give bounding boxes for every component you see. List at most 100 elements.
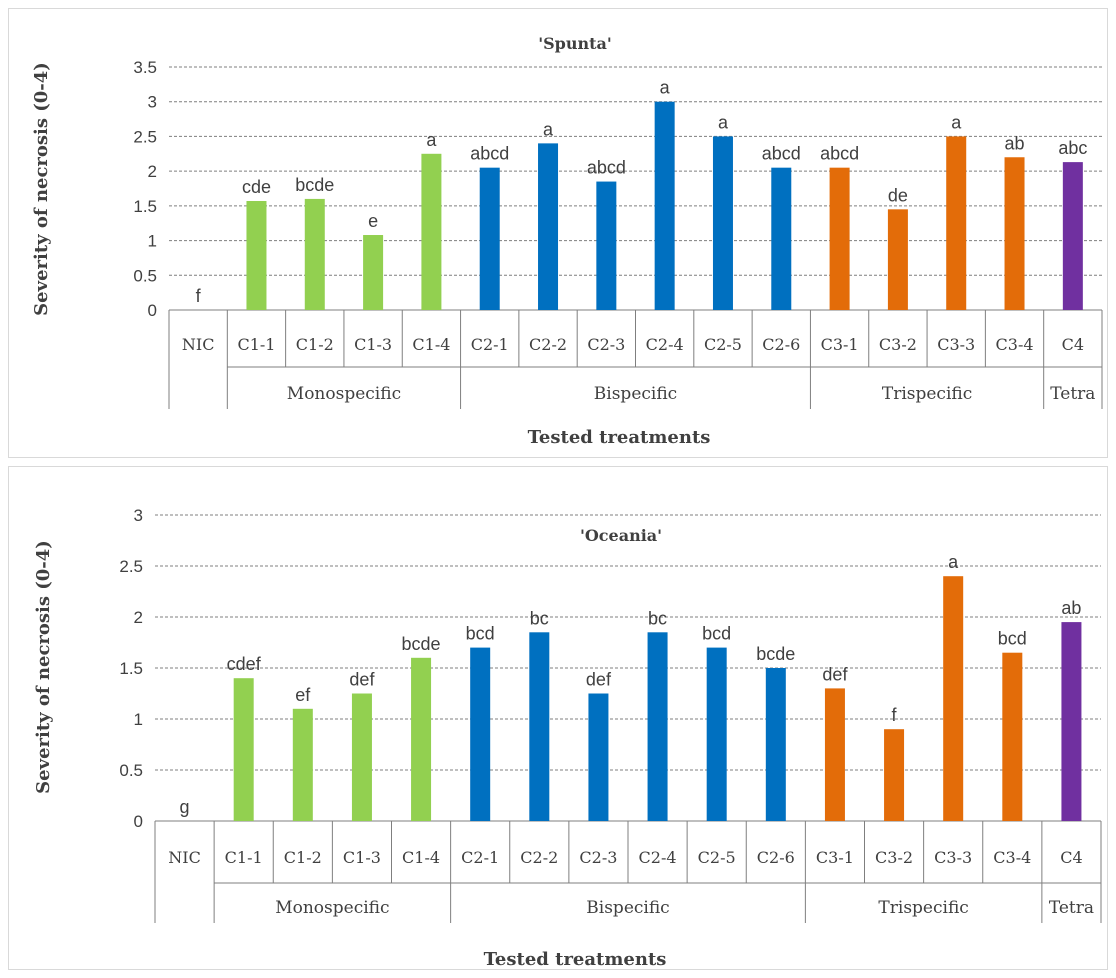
x-tick-label: C3-1: [816, 848, 854, 867]
x-tick-label: C3-2: [879, 335, 917, 354]
significance-letter: abcd: [820, 144, 859, 164]
x-tick-label: C2-3: [587, 335, 625, 354]
y-tick-label: 0: [134, 812, 143, 831]
bar-c2-1: [479, 167, 500, 310]
x-tick-label: C1-4: [412, 335, 450, 354]
significance-letter: e: [368, 211, 378, 231]
significance-letter: abcd: [470, 144, 509, 164]
y-tick-label: 2.5: [133, 127, 157, 146]
bar-c3-2: [884, 729, 905, 821]
bar-c2-3: [588, 693, 609, 821]
significance-letter: abcd: [587, 158, 626, 178]
significance-letter: f: [892, 705, 898, 725]
group-label: Bispecific: [594, 384, 677, 404]
y-axis-label: Severity of necrosis (0-4): [31, 62, 52, 316]
x-tick-label: C2-4: [639, 848, 677, 867]
bar-c3-1: [824, 688, 845, 821]
chart-panel-spunta: 0 0.5 1 1.5 2 2.5 3 3.5 f NIC cde C1-1 bcde C1-2 e C1-3…: [8, 8, 1108, 458]
x-tick-label: C2-5: [698, 848, 736, 867]
bar-c2-1: [470, 647, 491, 821]
significance-letter: a: [718, 112, 729, 132]
significance-letter: abcd: [762, 144, 801, 164]
bar-c2-4: [654, 101, 675, 310]
bar-c1-2: [292, 708, 313, 821]
bar-c3-4: [1002, 652, 1023, 821]
group-label: Tetra: [1050, 384, 1095, 404]
y-tick-label: 1.5: [119, 659, 143, 678]
y-tick-label: 1: [148, 232, 157, 251]
x-tick-label: NIC: [168, 848, 201, 867]
significance-letter: ab: [1061, 598, 1081, 618]
significance-letter: a: [951, 112, 962, 132]
x-axis-label: Tested treatments: [528, 427, 711, 448]
significance-letter: def: [822, 664, 848, 684]
bar-c1-1: [246, 200, 267, 310]
y-tick-label: 2.5: [119, 557, 143, 576]
significance-letter: g: [180, 797, 190, 817]
bar-c4: [1061, 622, 1082, 821]
x-tick-label: C1-2: [296, 335, 334, 354]
bar-c3-4: [1004, 157, 1025, 310]
x-tick-label: C3-2: [875, 848, 913, 867]
x-tick-label: C3-4: [996, 335, 1034, 354]
x-tick-label: C2-2: [520, 848, 558, 867]
x-tick-label: C2-4: [646, 335, 684, 354]
y-tick-label: 0.5: [133, 266, 157, 285]
x-tick-label: C3-1: [821, 335, 859, 354]
group-label: Monospecific: [287, 384, 401, 404]
bar-c2-2: [538, 143, 559, 310]
chart-panel-oceania: 0 0.5 1 1.5 2 2.5 3 g NIC cdef C1-1 ef C1-2 def C1-3 bc…: [8, 466, 1108, 970]
y-tick-label: 0: [148, 301, 157, 320]
x-tick-label: C2-6: [762, 335, 800, 354]
bar-c1-1: [233, 678, 254, 821]
chart-title: 'Oceania': [580, 526, 662, 545]
significance-letter: bc: [530, 608, 549, 628]
significance-letter: abc: [1058, 138, 1087, 158]
bar-c3-1: [829, 167, 850, 310]
bar-c3-3: [946, 136, 967, 310]
x-tick-label: C3-3: [937, 335, 975, 354]
x-tick-label: C4: [1062, 335, 1084, 354]
significance-letter: def: [349, 670, 375, 690]
y-tick-label: 1: [134, 710, 143, 729]
significance-letter: de: [888, 185, 908, 205]
group-label: Monospecific: [275, 898, 389, 918]
group-label: Trispecific: [878, 898, 968, 918]
bar-c3-2: [887, 209, 908, 310]
bar-c2-5: [706, 647, 727, 821]
x-tick-label: C2-2: [529, 335, 567, 354]
group-label: Trispecific: [882, 384, 972, 404]
significance-letter: bcde: [402, 634, 441, 654]
bar-c2-3: [596, 181, 617, 310]
significance-letter: bcd: [466, 624, 495, 644]
significance-letter: ab: [1005, 133, 1025, 153]
significance-letter: ef: [295, 685, 311, 705]
y-tick-label: 3.5: [133, 58, 157, 77]
group-label: Tetra: [1049, 898, 1094, 918]
bar-c2-4: [647, 632, 668, 821]
bar-c2-6: [765, 668, 786, 821]
y-tick-label: 0.5: [119, 761, 143, 780]
bar-c1-3: [351, 693, 372, 821]
significance-letter: bcd: [702, 624, 731, 644]
significance-letter: bcde: [756, 644, 795, 664]
x-tick-label: C1-1: [237, 335, 275, 354]
x-tick-label: C2-1: [471, 335, 509, 354]
bar-c4: [1062, 162, 1083, 310]
significance-letter: bcde: [295, 175, 334, 195]
bar-c1-3: [363, 235, 384, 310]
bar-c1-4: [421, 153, 442, 310]
y-tick-label: 3: [134, 506, 143, 525]
x-tick-label: C3-4: [993, 848, 1031, 867]
x-axis-label: Tested treatments: [484, 949, 667, 969]
significance-letter: a: [426, 130, 437, 150]
significance-letter: cdef: [227, 654, 262, 674]
significance-letter: a: [660, 78, 671, 98]
significance-letter: a: [543, 119, 554, 139]
x-tick-label: C2-3: [579, 848, 617, 867]
x-tick-label: C2-6: [757, 848, 795, 867]
bar-c2-2: [529, 632, 550, 821]
x-tick-label: C4: [1060, 848, 1082, 867]
x-tick-label: C1-2: [284, 848, 322, 867]
y-tick-label: 1.5: [133, 197, 157, 216]
